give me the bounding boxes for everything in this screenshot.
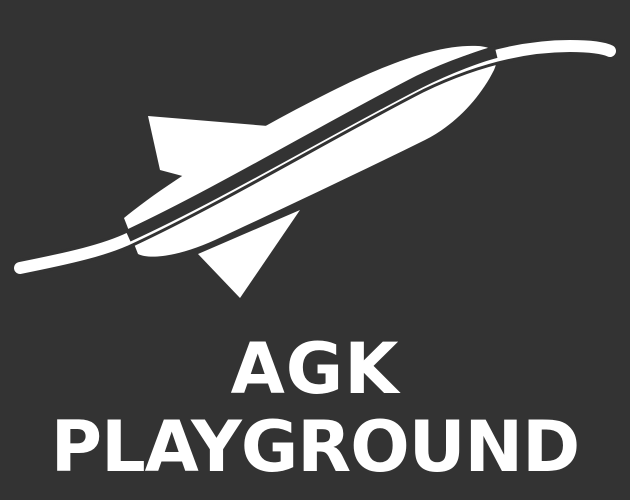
app-title-line-2: PLAYGROUND	[50, 406, 580, 488]
rocket-logo	[14, 39, 616, 298]
app-title-line-1: AGK	[230, 328, 400, 410]
